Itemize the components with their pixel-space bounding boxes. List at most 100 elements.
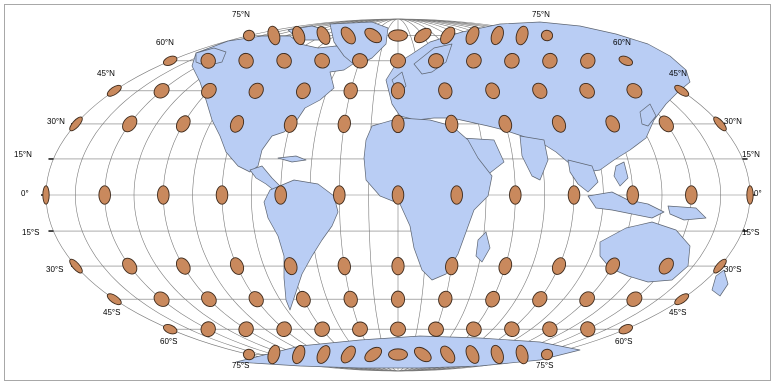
label-15s-right: 15°S [742,228,759,237]
tissot-indicatrix [248,291,264,308]
new-guinea [667,205,707,221]
label-60s-left: 60°S [160,337,177,346]
tissot-indicatrix [445,256,459,276]
tissot-indicatrix [157,185,170,205]
tissot-indicatrix [388,348,408,361]
label-15n-left: 15°N [14,150,32,159]
tissot-indicatrix [238,52,254,69]
madagascar [475,231,491,263]
meridian-line [74,18,399,372]
tissot-indicatrix [340,26,356,45]
india [519,135,549,181]
tissot-indicatrix [388,29,408,42]
tissot-indicatrix [551,115,567,133]
tissot-indicatrix [605,115,621,133]
tissot-indicatrix [122,257,138,275]
tissot-indicatrices [42,25,754,365]
tissot-indicatrix [153,291,170,307]
tissot-indicatrix [163,55,178,66]
tissot-indicatrix [490,344,504,365]
tissot-indicatrix [658,115,674,133]
latitude-labels: 75°N 75°N 60°N 60°N 45°N 45°N 30°N 30°N … [14,10,762,370]
tissot-indicatrix [540,29,554,42]
tissot-indicatrix [229,257,245,275]
tissot-indicatrix [532,82,548,99]
tissot-indicatrix [504,53,520,69]
tissot-indicatrix [229,115,245,133]
tissot-indicatrix [485,82,500,100]
label-0-left: 0° [21,189,29,198]
tissot-indicatrix [200,321,216,338]
tissot-indicatrix [42,185,50,205]
tissot-indicatrix [343,82,358,100]
tissot-indicatrix [201,82,217,99]
tissot-indicatrix [248,82,264,99]
label-30n-right: 30°N [724,117,742,126]
tissot-indicatrix [200,52,216,69]
tissot-indicatrix [274,185,287,205]
tissot-indicatrix [685,185,698,205]
tissot-indicatrix [106,84,122,97]
label-30s-right: 30°S [724,265,741,274]
tissot-indicatrix [465,345,480,364]
tissot-indicatrix [333,185,346,205]
tissot-indicatrix [674,293,690,306]
tissot-indicatrix [364,346,383,363]
tissot-indicatrix [106,293,122,306]
label-75n-right: 75°N [532,10,550,19]
label-60n-right: 60°N [613,38,631,47]
label-75s-right: 75°S [536,361,553,370]
label-45n-left: 45°N [97,69,115,78]
label-60s-right: 60°S [615,337,632,346]
tissot-indicatrix [343,290,358,308]
tissot-indicatrix [267,344,281,365]
tissot-indicatrix [618,324,633,335]
tissot-indicatrix [713,116,727,132]
tissot-indicatrix [292,25,306,46]
tissot-indicatrix [276,53,292,69]
tissot-indicatrix [122,115,138,133]
southeast-asia [567,159,599,193]
tissot-indicatrix [292,344,306,365]
label-15s-left: 15°S [22,228,39,237]
tissot-indicatrix [296,82,311,100]
label-75s-left: 75°S [232,361,249,370]
tissot-indicatrix [364,27,383,44]
tissot-indicatrix [466,53,482,69]
tissot-indicatrix [413,27,432,44]
tissot-indicatrix [316,345,331,364]
label-60n-left: 60°N [156,38,174,47]
tissot-indicatrix [153,83,170,99]
new-zealand [711,269,729,297]
tissot-indicatrix [390,82,406,100]
tissot-indicatrix [69,258,83,274]
tissot-indicatrix [579,82,595,99]
tissot-indicatrix [316,26,331,45]
tissot-indicatrix [314,321,330,337]
label-30n-left: 30°N [47,117,65,126]
tissot-indicatrix [626,83,643,99]
tissot-indicatrix [440,26,456,45]
tissot-indicatrix [337,256,351,276]
tissot-indicatrix [215,185,229,205]
tissot-indicatrix [428,321,444,337]
tissot-indicatrix [674,84,690,97]
tissot-indicatrix [163,324,178,335]
japan [639,103,657,127]
tissot-indicatrix [713,258,727,274]
tissot-indicatrix [618,55,633,66]
label-15n-right: 15°N [742,150,760,159]
philippines [613,161,629,187]
tissot-indicatrix [267,25,281,46]
tissot-indicatrix [391,256,405,276]
tissot-indicatrix [238,321,254,338]
tissot-indicatrix [515,25,529,46]
tissot-indicatrix [390,321,406,337]
tissot-indicatrix [567,185,581,205]
tissot-indicatrix [175,115,191,133]
tissot-indicatrix [428,53,444,69]
tissot-indicatrix [340,345,356,364]
tissot-indicatrix [391,185,405,205]
tissot-indicatrix [626,185,639,205]
